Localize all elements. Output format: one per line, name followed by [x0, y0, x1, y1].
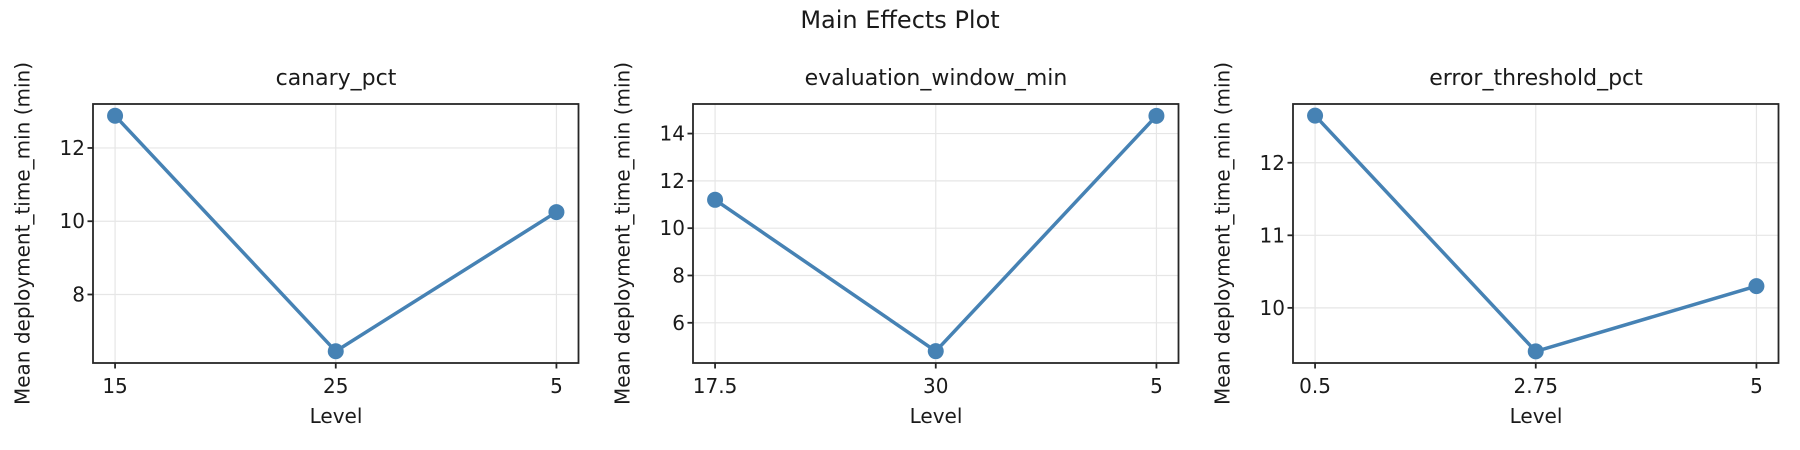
- y-tick-label: 12: [660, 169, 685, 193]
- data-point: [1307, 107, 1324, 124]
- x-tick-label: 2.75: [1513, 374, 1558, 398]
- y-axis-label: Mean deployment_time_min (min): [10, 61, 35, 406]
- x-tick-label: 15: [102, 374, 127, 398]
- x-tick-label: 30: [923, 374, 948, 398]
- data-point: [1148, 107, 1165, 124]
- y-tick-label: 10: [660, 216, 685, 240]
- y-tick-label: 14: [660, 122, 685, 146]
- subplot-canary-pct: 8 10 12 15 25 5 canary_pct Level Mean deploym…: [0, 0, 600, 450]
- data-point: [927, 343, 944, 360]
- data-point: [1748, 278, 1765, 295]
- x-tick-label: 5: [1150, 374, 1163, 398]
- data-point: [1527, 343, 1544, 360]
- y-tick-label: 11: [1260, 223, 1285, 247]
- x-axis-label: Level: [909, 404, 963, 428]
- y-tick-label: 10: [60, 209, 85, 233]
- plot-canvas-evaluation-window-min: 6 8 10 12 14 17.5 30 5: [660, 103, 1180, 398]
- subplot-title: error_threshold_pct: [1429, 66, 1643, 91]
- x-axis-label: Level: [1509, 404, 1563, 428]
- subplot-title: evaluation_window_min: [804, 66, 1068, 91]
- x-tick-label: 5: [550, 374, 563, 398]
- y-tick-label: 8: [72, 282, 85, 306]
- data-point: [107, 107, 124, 124]
- figure-title: Main Effects Plot: [800, 6, 1000, 34]
- y-tick-label: 6: [672, 311, 685, 335]
- y-tick-label: 12: [60, 136, 85, 160]
- x-axis-label: Level: [309, 404, 363, 428]
- subplot-title: canary_pct: [275, 66, 397, 91]
- x-tick-label: 17.5: [693, 374, 738, 398]
- y-axis-label: Mean deployment_time_min (min): [1210, 61, 1235, 406]
- x-tick-label: 25: [323, 374, 348, 398]
- y-tick-label: 10: [1260, 296, 1285, 320]
- plot-canvas-error-threshold-pct: 10 11 12 0.5 2.75 5: [1260, 103, 1780, 398]
- y-tick-label: 12: [1260, 151, 1285, 175]
- x-tick-label: 5: [1750, 374, 1763, 398]
- x-tick-label: 0.5: [1299, 374, 1331, 398]
- subplot-evaluation-window-min: 6 8 10 12 14 17.5 30 5 evaluation_window_min Le…: [600, 0, 1200, 450]
- data-point: [327, 343, 344, 360]
- data-point: [707, 191, 724, 208]
- data-point: [548, 204, 565, 221]
- y-tick-label: 8: [672, 263, 685, 287]
- plot-canvas-canary-pct: 8 10 12 15 25 5: [60, 103, 580, 398]
- y-axis-label: Mean deployment_time_min (min): [610, 61, 635, 406]
- subplot-error-threshold-pct: 10 11 12 0.5 2.75 5 error_threshold_pct Level…: [1200, 0, 1800, 450]
